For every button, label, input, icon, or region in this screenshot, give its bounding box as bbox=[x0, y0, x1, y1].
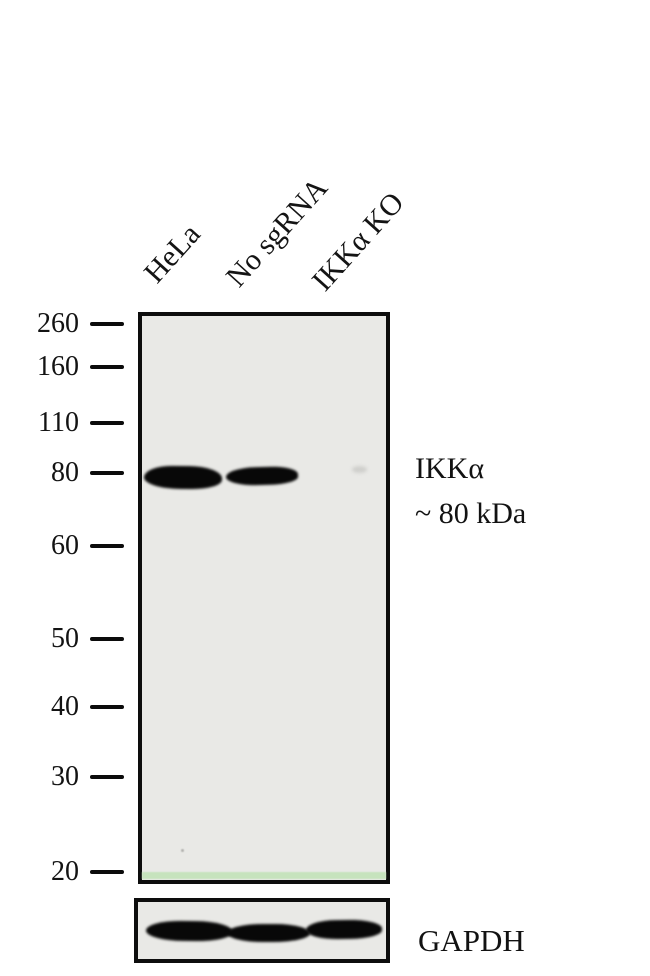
mw-marker-label: 30 bbox=[51, 761, 79, 792]
target-protein-label: IKKα bbox=[415, 452, 485, 485]
target-size-label: ~ 80 kDa bbox=[415, 497, 527, 530]
ikka-blot-panel bbox=[138, 312, 390, 884]
mw-marker-tick bbox=[90, 421, 124, 425]
ikka-band-hela bbox=[143, 465, 223, 490]
lane-label-hela: HeLa bbox=[137, 217, 207, 290]
mw-marker-label: 110 bbox=[38, 407, 79, 438]
mw-marker-tick bbox=[90, 705, 124, 709]
mw-marker-tick bbox=[90, 870, 124, 874]
mw-marker-label: 40 bbox=[51, 691, 79, 722]
mw-marker-60: 60 bbox=[0, 530, 124, 562]
mw-marker-tick bbox=[90, 775, 124, 779]
gapdh-label: GAPDH bbox=[418, 923, 525, 958]
mw-marker-20: 20 bbox=[0, 856, 124, 888]
mw-marker-110: 110 bbox=[0, 407, 124, 439]
gapdh-band-no-sgrna bbox=[227, 924, 310, 942]
mw-marker-40: 40 bbox=[0, 691, 124, 723]
mw-marker-label: 20 bbox=[51, 856, 79, 887]
mw-marker-tick bbox=[90, 471, 124, 475]
mw-marker-tick bbox=[90, 365, 124, 369]
mw-marker-label: 50 bbox=[51, 623, 79, 654]
membrane-bottom-green-strip bbox=[142, 872, 386, 879]
mw-marker-label: 260 bbox=[37, 308, 79, 339]
membrane-speck bbox=[181, 849, 184, 852]
mw-marker-label: 60 bbox=[51, 530, 79, 561]
mw-marker-260: 260 bbox=[0, 308, 124, 340]
mw-marker-30: 30 bbox=[0, 761, 124, 793]
mw-marker-80: 80 bbox=[0, 457, 124, 489]
gapdh-band-hela bbox=[145, 920, 233, 942]
mw-marker-tick bbox=[90, 544, 124, 548]
mw-marker-label: 80 bbox=[51, 457, 79, 488]
mw-marker-160: 160 bbox=[0, 351, 124, 383]
mw-marker-tick bbox=[90, 637, 124, 641]
mw-marker-label: 160 bbox=[37, 351, 79, 382]
target-annotation: IKKα ~ 80 kDa bbox=[415, 446, 526, 536]
mw-marker-50: 50 bbox=[0, 623, 124, 655]
mw-marker-tick bbox=[90, 322, 124, 326]
gapdh-band-ikka-ko bbox=[305, 919, 383, 940]
ikka-band-ko-trace-smudge bbox=[352, 466, 367, 473]
